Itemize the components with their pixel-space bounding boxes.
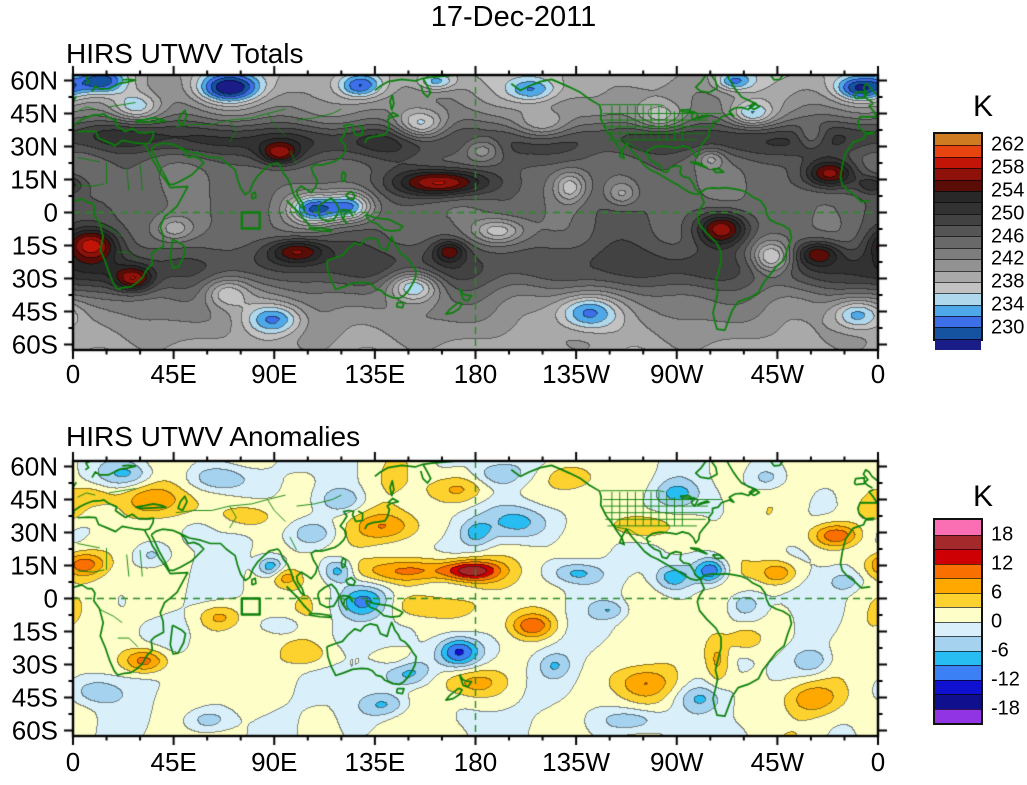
lat-label-45S: 45S — [11, 296, 58, 326]
lat-label-45N: 45N — [10, 484, 58, 514]
lon-label-45W: 45W — [750, 359, 805, 389]
colorbar-segment — [935, 563, 981, 578]
colorbar-tick-label: 230 — [991, 316, 1025, 339]
colorbar-tick-label: 234 — [991, 293, 1025, 316]
colorbar-tick-label: 250 — [991, 202, 1025, 225]
colorbar-segment — [935, 225, 981, 237]
colorbar-segment — [935, 156, 981, 169]
lat-label-60S: 60S — [11, 715, 58, 745]
lon-label-90E: 90E — [251, 359, 298, 389]
colorbar-segment — [935, 247, 981, 260]
colorbar-segment — [935, 549, 981, 564]
lon-label-45E: 45E — [150, 359, 197, 389]
colorbar-segment — [935, 168, 981, 180]
colorbar-segment — [935, 236, 981, 248]
colorbar-segment — [935, 259, 981, 271]
lat-label-60N: 60N — [10, 65, 58, 95]
anomalies-colorbar-unit: K — [972, 480, 993, 513]
colorbar-tick-label: 242 — [991, 247, 1025, 270]
colorbar-segment — [935, 621, 981, 636]
colorbar-tick-label: 6 — [991, 581, 1003, 603]
colorbar-tick-label: -18 — [991, 697, 1020, 719]
lat-label-30N: 30N — [10, 517, 58, 547]
colorbar-tick-label: 12 — [991, 552, 1014, 574]
colorbar-segment — [935, 270, 981, 282]
lon-label-90E: 90E — [251, 747, 298, 777]
colorbar-tick-label: 238 — [991, 270, 1025, 293]
lon-label-0: 0 — [870, 359, 886, 389]
colorbar-segment — [935, 304, 981, 316]
colorbar-segment — [935, 636, 981, 651]
lon-label-135W: 135W — [542, 747, 611, 777]
totals-colorbar-unit: K — [972, 90, 993, 123]
lon-label-90W: 90W — [650, 359, 704, 389]
figure-title: 17-Dec-2011 — [430, 1, 597, 33]
colorbar-segment — [935, 592, 981, 607]
colorbar-segment — [935, 293, 981, 305]
colorbar-segment — [935, 578, 981, 593]
colorbar-segment — [935, 179, 981, 191]
lon-label-135E: 135E — [344, 359, 406, 389]
lat-label-0: 0 — [43, 583, 58, 613]
lat-label-15N: 15N — [10, 164, 58, 194]
lon-label-0: 0 — [870, 747, 886, 777]
colorbar-segment — [935, 190, 981, 203]
lat-label-15S: 15S — [11, 230, 58, 260]
colorbar-tick-label: 18 — [991, 523, 1014, 545]
lon-label-0: 0 — [65, 747, 81, 777]
colorbar-tick-label: 258 — [991, 156, 1025, 179]
anomalies-panel-title: HIRS UTWV Anomalies — [66, 421, 361, 452]
colorbar-segment — [935, 650, 981, 665]
colorbar-segment — [935, 607, 981, 622]
lat-label-45S: 45S — [11, 682, 58, 712]
lon-label-45W: 45W — [750, 747, 805, 777]
colorbar-tick-label: 254 — [991, 179, 1025, 202]
colorbar-segment — [935, 213, 981, 225]
lat-label-60N: 60N — [10, 451, 58, 481]
lon-label-0: 0 — [65, 359, 81, 389]
lon-label-180: 180 — [453, 359, 498, 389]
lon-label-135W: 135W — [542, 359, 611, 389]
colorbar-segment — [935, 134, 981, 146]
lat-label-0: 0 — [43, 197, 58, 227]
lat-label-45N: 45N — [10, 98, 58, 128]
lon-label-45E: 45E — [150, 747, 197, 777]
lat-label-60S: 60S — [11, 329, 58, 359]
lat-label-15N: 15N — [10, 550, 58, 580]
colorbar-segment — [935, 708, 981, 723]
lon-label-90W: 90W — [650, 747, 704, 777]
lat-label-30S: 30S — [11, 263, 58, 293]
colorbar-tick-label: 262 — [991, 133, 1025, 156]
colorbar-segment — [935, 665, 981, 680]
colorbar-tick-label: 0 — [991, 610, 1003, 632]
colorbar-segment — [935, 202, 981, 214]
colorbar-segment — [935, 338, 981, 351]
lat-label-15S: 15S — [11, 616, 58, 646]
colorbar-tick-label: 246 — [991, 225, 1025, 247]
colorbar-segment — [935, 534, 981, 549]
colorbar-segment — [935, 327, 981, 339]
colorbar-bar — [933, 132, 983, 351]
lon-label-180: 180 — [453, 747, 498, 777]
lat-label-30S: 30S — [11, 649, 58, 679]
lon-label-135E: 135E — [344, 747, 406, 777]
colorbar-bar — [933, 518, 983, 725]
lat-label-30N: 30N — [10, 131, 58, 161]
colorbar-segment — [935, 145, 981, 157]
colorbar-segment — [935, 694, 981, 709]
colorbar-segment — [935, 281, 981, 294]
colorbar-segment — [935, 520, 981, 535]
colorbar-segment — [935, 316, 981, 328]
colorbar-tick-label: -12 — [991, 668, 1020, 690]
anomalies-map — [61, 449, 890, 748]
colorbar-segment — [935, 679, 981, 694]
colorbar-tick-label: -6 — [991, 639, 1009, 661]
totals-map — [61, 63, 890, 362]
